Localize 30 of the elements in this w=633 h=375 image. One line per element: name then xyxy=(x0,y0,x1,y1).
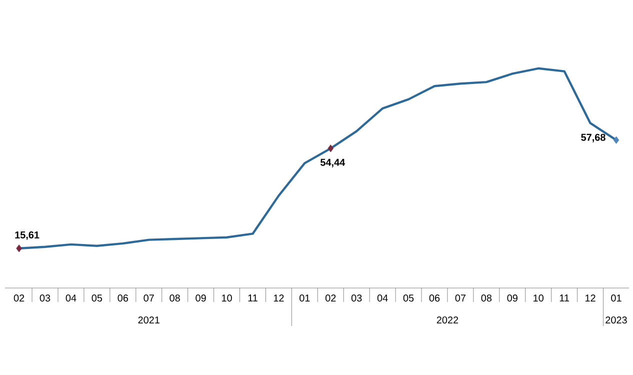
x-tick-label: 03 xyxy=(40,294,50,302)
x-tick-label: 08 xyxy=(481,294,492,302)
data-label: 54,44 xyxy=(320,158,346,168)
x-tick-label: 10 xyxy=(534,294,544,302)
x-tick-label: 04 xyxy=(377,294,388,302)
x-tick-label: 03 xyxy=(351,294,362,302)
x-tick-label: 07 xyxy=(144,294,154,302)
x-tick-label: 08 xyxy=(170,294,180,302)
data-label: 15,61 xyxy=(15,231,40,240)
x-tick-label: 09 xyxy=(196,294,206,302)
x-tick-label: 05 xyxy=(92,294,102,302)
x-tick-label: 12 xyxy=(274,294,284,302)
text: 2021 xyxy=(138,316,160,324)
x-tick-label: 11 xyxy=(248,294,258,302)
x-tick-label: 01 xyxy=(611,294,622,302)
x-tick-label: 06 xyxy=(429,294,440,302)
text: 2023 xyxy=(606,316,627,324)
x-tick-label: 01 xyxy=(300,294,310,302)
x-tick-label: 06 xyxy=(118,294,128,302)
x-tick-label: 11 xyxy=(560,294,570,302)
x-tick-label: 09 xyxy=(507,294,518,302)
x-tick-label: 05 xyxy=(403,294,414,302)
data-label: 57,68 xyxy=(581,134,606,142)
x-tick-label: 04 xyxy=(66,294,76,302)
x-tick-label: 02 xyxy=(14,294,24,302)
text: 2022 xyxy=(436,316,458,324)
x-tick-label: 07 xyxy=(455,294,466,302)
x-tick-label: 02 xyxy=(325,294,336,302)
x-tick-label: 12 xyxy=(586,294,596,302)
x-tick-label: 10 xyxy=(222,294,232,302)
